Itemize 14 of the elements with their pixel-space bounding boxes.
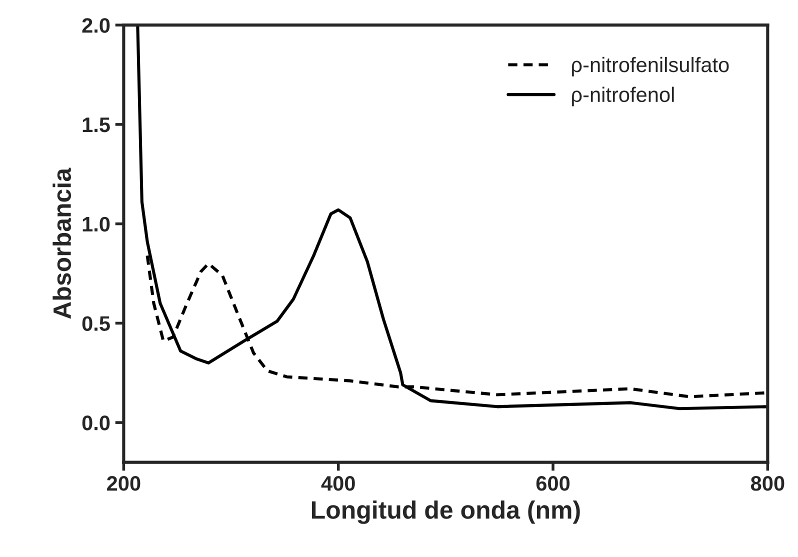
legend-label: ρ-nitrofenilsulfato <box>572 56 729 76</box>
legend-label: ρ-nitrofenol <box>572 86 674 106</box>
y-tick-label: 0.0 <box>82 416 110 430</box>
y-tick-label: 0.5 <box>82 316 110 331</box>
y-tick-label: 1.5 <box>82 118 110 132</box>
y-axis-title: Absorbancia <box>52 168 72 319</box>
x-tick-label: 200 <box>107 476 140 491</box>
line-series <box>136 25 768 410</box>
x-axis-title: Longitud de onda (nm) <box>312 500 580 524</box>
x-tick-label: 400 <box>321 476 355 491</box>
y-tick-label: 2.0 <box>82 18 110 33</box>
x-tick-label: 600 <box>536 476 570 491</box>
x-tick-label: 800 <box>750 476 784 491</box>
y-tick-label: 1.0 <box>82 216 110 232</box>
